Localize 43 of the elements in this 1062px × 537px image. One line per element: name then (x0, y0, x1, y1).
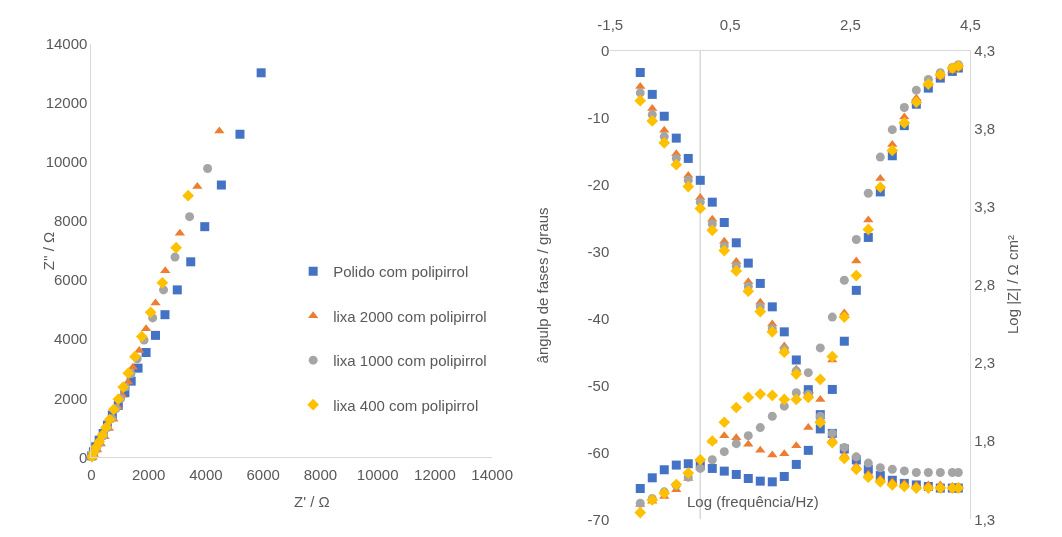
y-axis-title: Z'' / Ω (40, 231, 58, 271)
y-tick-label: -20 (587, 175, 610, 193)
x-axis-title: Z' / Ω (294, 493, 330, 510)
y2-tick-label: 3,8 (974, 120, 996, 137)
x-tick-label: 4000 (189, 466, 223, 484)
x-tick-label: 10000 (356, 466, 399, 484)
y-tick-label: 6000 (54, 271, 88, 289)
y-tick-label: 12000 (45, 94, 88, 112)
y-axis-title: ângulp de fases / graus (533, 207, 551, 364)
legend-label: lixa 400 com polipirrol (333, 396, 479, 414)
y-tick-label: -60 (587, 443, 610, 461)
y-tick-label: 14000 (45, 35, 88, 53)
y2-tick-label: 2,3 (974, 354, 996, 372)
x-tick-label: 4,5 (959, 15, 981, 33)
y-tick-label: -10 (587, 108, 610, 126)
y-tick-label: -30 (587, 242, 610, 260)
y2-tick-label: 3,3 (974, 198, 996, 216)
y-tick-label: -50 (587, 376, 610, 394)
y2-tick-label: 4,3 (974, 41, 996, 59)
y-tick-label: 0 (79, 448, 88, 466)
x-tick-label: 8000 (303, 466, 338, 484)
y-tick-label: -40 (587, 309, 610, 327)
legend-label: lixa 1000 com polipirrol (333, 352, 487, 370)
x-tick-label: -1,5 (597, 15, 624, 33)
legend-label: Polido com polipirrol (333, 263, 469, 281)
y2-tick-label: 1,8 (974, 432, 996, 450)
x-axis-title: Log (frequência/Hz) (687, 493, 819, 510)
y-tick-label: 0 (600, 41, 610, 59)
y2-tick-label: 2,8 (974, 276, 996, 294)
y2-axis-title: Log |Z| / Ω cm² (1004, 235, 1022, 335)
x-tick-label: 0,5 (719, 15, 741, 33)
y2-tick-label: 1,3 (974, 510, 996, 528)
y-tick-label: -70 (587, 510, 610, 528)
y-tick-label: 10000 (45, 153, 88, 171)
x-tick-label: 12000 (414, 466, 456, 484)
y-tick-label: 2000 (54, 389, 88, 407)
y-tick-label: 8000 (54, 212, 88, 230)
x-tick-label: 2,5 (839, 15, 861, 33)
x-tick-label: 6000 (246, 466, 280, 484)
x-tick-label: 14000 (471, 466, 514, 484)
x-tick-label: 2000 (131, 466, 166, 484)
y-tick-label: 4000 (54, 330, 88, 348)
legend-label: lixa 2000 com polipirrol (333, 307, 487, 325)
